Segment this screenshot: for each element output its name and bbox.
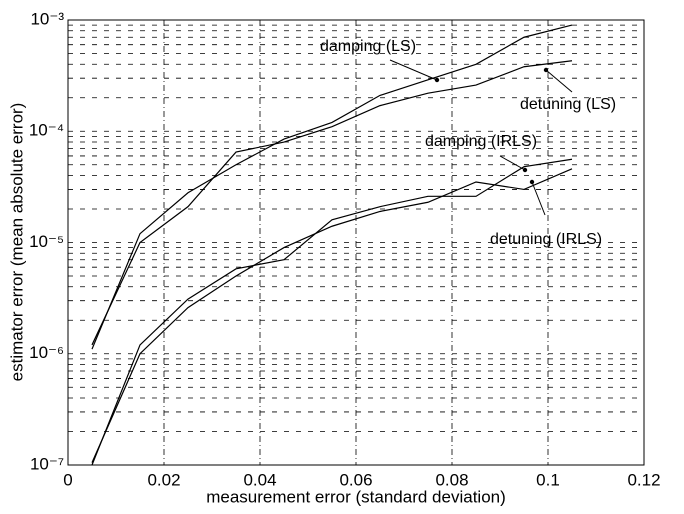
- x-tick-label: 0.02: [147, 470, 180, 489]
- x-axis-label: measurement error (standard deviation): [206, 487, 506, 506]
- data-line: [91, 24, 573, 350]
- arrow-head: [434, 77, 440, 83]
- x-tick-label: 0.1: [536, 470, 560, 489]
- label-arrow: [545, 69, 573, 93]
- series-label: damping (IRLS): [425, 133, 537, 150]
- series-label: detuning (IRLS): [490, 231, 602, 248]
- label-arrow: [531, 181, 546, 216]
- y-axis-label: estimator error (mean absolute error): [7, 103, 26, 382]
- series-label: detuning (LS): [520, 96, 616, 113]
- y-tick-label: 10⁻⁴: [29, 121, 64, 140]
- x-tick-label: 0.04: [243, 470, 276, 489]
- y-tick-label: 10⁻⁵: [29, 232, 64, 251]
- label-arrow: [499, 155, 526, 171]
- plot-frame: [67, 19, 645, 466]
- data-line: [91, 60, 573, 346]
- x-tick-label: 0.12: [627, 470, 660, 489]
- x-tick-label: 0.08: [435, 470, 468, 489]
- y-tick-label: 10⁻³: [30, 9, 64, 28]
- x-tick-label: 0: [63, 470, 72, 489]
- y-tick-label: 10⁻⁶: [29, 343, 64, 362]
- arrow-head: [522, 167, 528, 173]
- arrow-head: [543, 67, 549, 73]
- data-line: [91, 158, 573, 466]
- label-arrow: [389, 59, 438, 81]
- x-tick-label: 0.06: [339, 470, 372, 489]
- y-tick-label: 10⁻⁷: [30, 454, 64, 473]
- series-label: damping (LS): [320, 38, 416, 55]
- data-line: [91, 168, 573, 463]
- arrow-head: [529, 179, 535, 185]
